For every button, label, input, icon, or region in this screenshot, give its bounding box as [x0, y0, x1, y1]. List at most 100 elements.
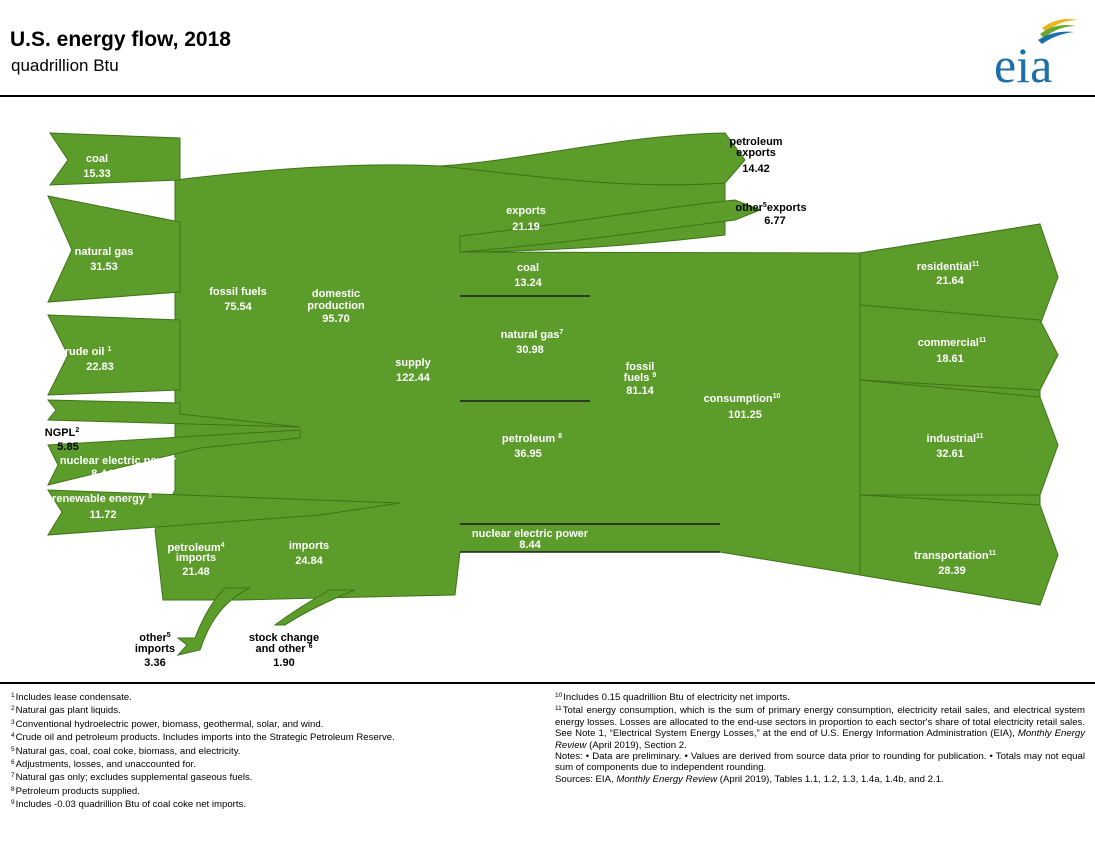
- footnote-5: 5Natural gas, coal, coal coke, biomass, …: [11, 744, 531, 757]
- logo-swoosh-green: [1040, 25, 1076, 38]
- value-renewable-use: 11.52: [507, 573, 534, 585]
- footnote-text: Petroleum products supplied.: [15, 785, 140, 797]
- label-industrial: industrial11: [927, 433, 984, 445]
- footnotes-left: 1Includes lease condensate. 2Natural gas …: [11, 690, 531, 811]
- footnote-number: 4: [11, 732, 15, 740]
- footnote-1: 1Includes lease condensate.: [11, 690, 531, 703]
- value-fossil-fuels-production: 75.54: [224, 301, 252, 313]
- label-imports: imports: [289, 540, 329, 552]
- sources-text: Sources: EIA, Monthly Energy Review (Apr…: [555, 773, 944, 785]
- label-other-exports: other5exports: [735, 202, 806, 214]
- value-commercial: 18.61: [936, 353, 964, 365]
- footer-rule: [0, 682, 1095, 684]
- value-transportation: 28.39: [938, 565, 966, 577]
- label-stock-change-1: stock change: [249, 632, 319, 644]
- footnote-7: 7Natural gas only; excludes supplemental…: [11, 770, 531, 783]
- value-natural-gas-use: 30.98: [516, 344, 544, 356]
- value-imports: 24.84: [295, 555, 323, 567]
- flow-other-imports: [176, 587, 251, 656]
- page-subtitle: quadrillion Btu: [11, 56, 119, 75]
- label-other-imports-2: imports: [135, 643, 175, 655]
- value-fossil-fuels-use: 81.14: [626, 385, 654, 397]
- footnote-number: 1: [11, 692, 15, 699]
- logo-text: eia: [994, 37, 1052, 90]
- footnote-text: Natural gas plant liquids.: [15, 705, 121, 717]
- label-other-imports-1: other5: [139, 632, 171, 644]
- footnote-number: 7: [11, 772, 15, 780]
- label-ngpl: NGPL2: [45, 427, 80, 439]
- value-exports: 21.19: [512, 221, 540, 233]
- label-fossil: fossil: [626, 361, 655, 373]
- footnote-text: Crude oil and petroleum products. Includ…: [15, 732, 395, 744]
- flow-industrial-output: [859, 379, 1059, 496]
- label-renewable-use: renewable energy 3: [484, 558, 584, 570]
- footnote-4: 4Crude oil and petroleum products. Inclu…: [11, 730, 531, 743]
- label-crude-oil: crude oil 1: [59, 346, 112, 358]
- label-petroleum-use: petroleum 8: [502, 433, 562, 445]
- label-nuclear-use: nuclear electric power: [472, 528, 589, 540]
- footnote-number: 5: [11, 745, 15, 753]
- label-fossil-fuels-production: fossil fuels: [209, 286, 266, 298]
- flow-coal-input: [48, 132, 181, 186]
- value-other-imports: 3.36: [144, 657, 165, 669]
- value-stock-change: 1.90: [273, 657, 294, 669]
- flow-petroleum-exports: [439, 132, 746, 186]
- footnote-number: 6: [11, 759, 15, 767]
- value-consumption: 101.25: [728, 409, 762, 421]
- flow-ngpl-input: [46, 399, 301, 428]
- label-production: production: [307, 300, 365, 312]
- footnote-8: 8Petroleum products supplied.: [11, 784, 531, 797]
- footnote-text: Adjustments, losses, and unaccounted for…: [15, 759, 196, 771]
- flow-nuclear-input: [47, 429, 301, 486]
- label-coal: coal: [86, 153, 108, 165]
- value-other-exports: 6.77: [764, 215, 785, 227]
- value-ngpl: 5.85: [57, 441, 78, 453]
- label-domestic: domestic: [312, 288, 360, 300]
- footnote-10: 10Includes 0.15 quadrillion Btu of elect…: [555, 692, 790, 703]
- label-petroleum-imports-1: petroleum4: [167, 542, 224, 554]
- footnote-text: Natural gas only; excludes supplemental …: [15, 772, 253, 784]
- flow-natural-gas-input: [47, 195, 181, 303]
- header-rule: [0, 95, 1095, 97]
- value-domestic-production: 95.70: [322, 313, 350, 325]
- label-consumption: consumption10: [704, 393, 781, 405]
- footnote-number: 3: [11, 718, 15, 726]
- flow-stock-change: [273, 589, 356, 626]
- energy-flow-diagram: coal 15.33 natural gas 31.53 crude oil 1…: [45, 132, 1059, 669]
- logo-swoosh-blue: [1038, 31, 1074, 44]
- label-residential: residential11: [917, 261, 980, 273]
- label-petroleum-exports-1: petroleum: [729, 136, 782, 148]
- value-petroleum-exports: 14.42: [742, 163, 770, 175]
- page-title: U.S. energy flow, 2018: [10, 28, 231, 51]
- footnote-11: 11Total energy consumption, which is the…: [555, 705, 1085, 751]
- footnote-text: Includes -0.03 quadrillion Btu of coal c…: [15, 799, 247, 811]
- value-natural-gas: 31.53: [90, 261, 118, 273]
- value-nuclear: 8.44: [91, 468, 113, 480]
- value-petroleum-imports: 21.48: [182, 566, 210, 578]
- label-coal-use: coal: [517, 262, 539, 274]
- label-nuclear: nuclear electric power: [60, 455, 177, 467]
- flow-residential-output: [859, 223, 1059, 326]
- footnote-2: 2Natural gas plant liquids.: [11, 703, 531, 716]
- notes-text: Notes: • Data are preliminary. • Values …: [555, 751, 1085, 774]
- value-industrial: 32.61: [936, 448, 964, 460]
- footnote-number: 9: [11, 799, 15, 807]
- value-coal: 15.33: [83, 168, 111, 180]
- label-natural-gas: natural gas: [75, 246, 134, 258]
- label-natural-gas-use: natural gas7: [501, 329, 564, 341]
- label-exports: exports: [506, 205, 546, 217]
- footnote-3: 3Conventional hydroelectric power, bioma…: [11, 717, 531, 730]
- flow-commercial-output: [859, 304, 1059, 391]
- label-fuels: fuels 9: [624, 372, 657, 384]
- value-petroleum-use: 36.95: [514, 448, 542, 460]
- value-residential: 21.64: [936, 275, 964, 287]
- value-nuclear-use: 8.44: [519, 539, 541, 551]
- label-stock-change-2: and other 6: [255, 643, 312, 655]
- footnotes-right: 10Includes 0.15 quadrillion Btu of elect…: [555, 690, 1085, 785]
- value-supply: 122.44: [396, 372, 431, 384]
- flow-transportation-output: [859, 494, 1059, 606]
- label-petroleum-exports-2: exports: [736, 147, 776, 159]
- label-supply: supply: [395, 357, 431, 369]
- value-crude-oil: 22.83: [86, 361, 114, 373]
- label-renewable: renewable energy 3: [52, 493, 152, 505]
